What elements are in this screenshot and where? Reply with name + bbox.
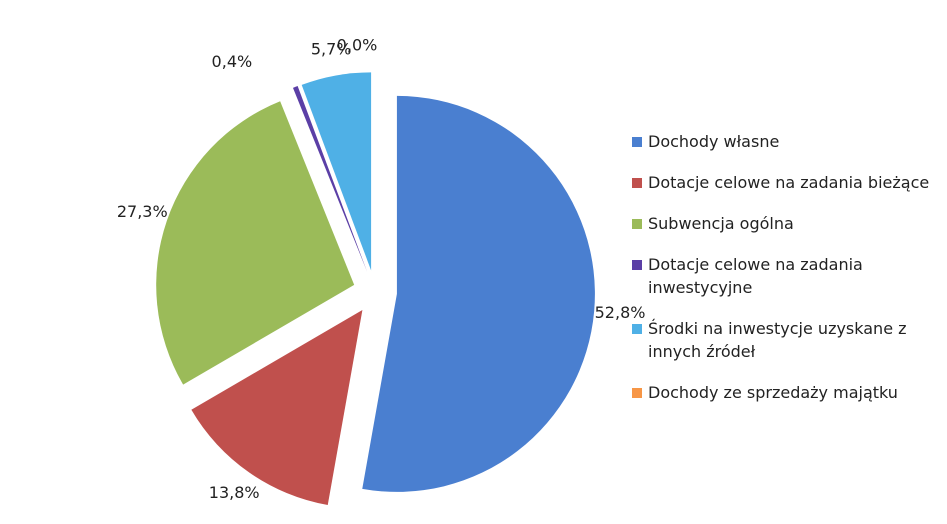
legend-item: Dochody ze sprzedaży majątku [632, 381, 942, 404]
legend-swatch [632, 324, 642, 334]
data-label: 27,3% [117, 202, 168, 221]
legend-swatch [632, 137, 642, 147]
legend: Dochody własne Dotacje celowe na zadania … [632, 130, 942, 422]
data-label: 5,7% [311, 39, 352, 58]
legend-label: Subwencja ogólna [648, 214, 794, 233]
legend-swatch [632, 219, 642, 229]
legend-item: Środki na inwestycje uzyskane z innych ź… [632, 317, 942, 363]
pie-slice [301, 72, 372, 271]
legend-swatch [632, 260, 642, 270]
pie-slice [191, 310, 363, 505]
legend-label: Dotacje celowe na zadania bieżące [648, 173, 930, 192]
legend-label: Środki na inwestycje uzyskane z innych ź… [648, 319, 907, 361]
pie-slice [292, 86, 368, 272]
legend-swatch [632, 388, 642, 398]
pie-slice [156, 101, 355, 385]
data-label: 13,8% [209, 483, 260, 502]
pie-slice [362, 95, 595, 492]
legend-item: Dochody własne [632, 130, 942, 153]
legend-swatch [632, 178, 642, 188]
data-label: 0,4% [212, 52, 253, 71]
legend-item: Dotacje celowe na zadania bieżące [632, 171, 942, 194]
legend-item: Dotacje celowe na zadania inwestycyjne [632, 253, 942, 299]
legend-label: Dochody ze sprzedaży majątku [648, 383, 898, 402]
data-label: 0,0% [337, 36, 378, 55]
legend-item: Subwencja ogólna [632, 212, 942, 235]
data-label: 52,8% [595, 303, 646, 322]
legend-label: Dotacje celowe na zadania inwestycyjne [648, 255, 863, 297]
legend-label: Dochody własne [648, 132, 780, 151]
